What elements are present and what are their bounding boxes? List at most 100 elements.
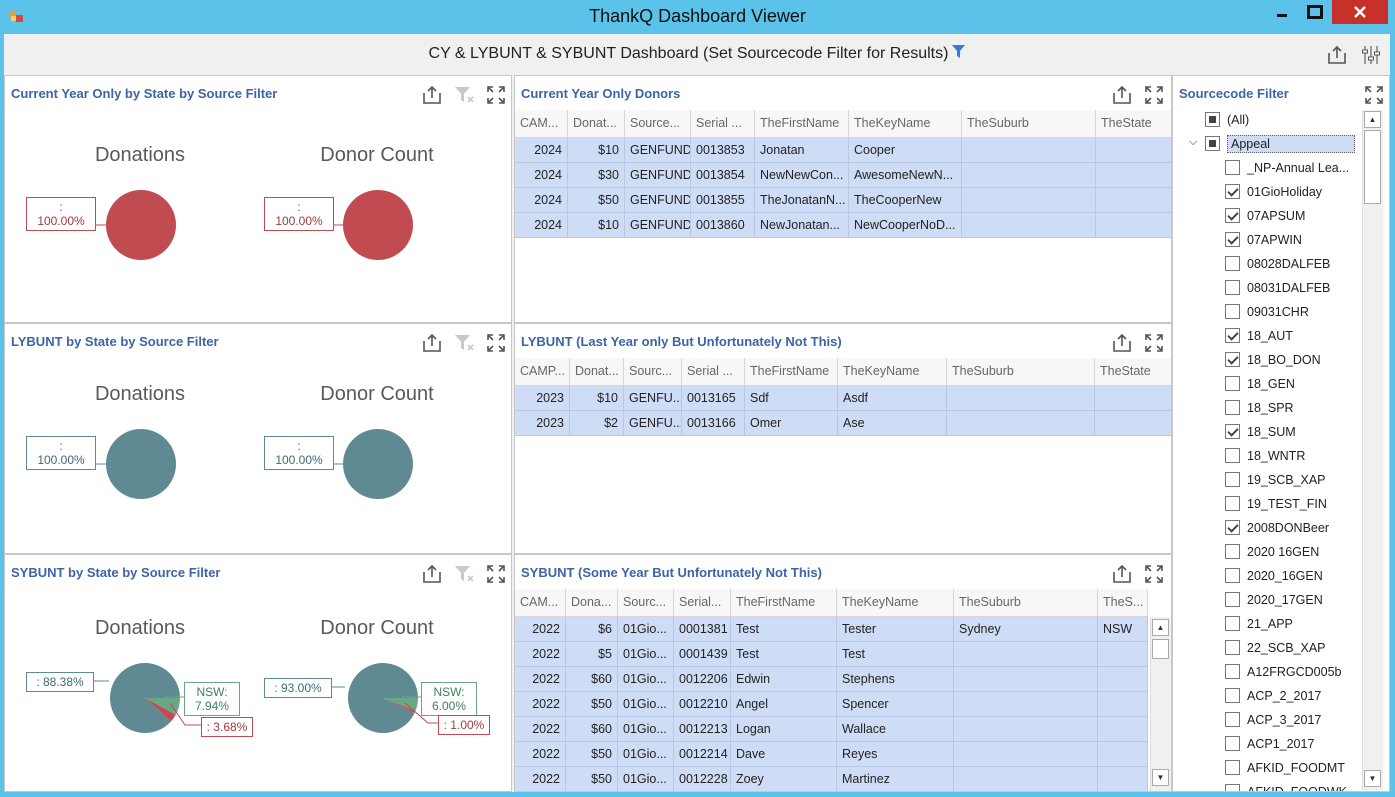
checkbox[interactable] bbox=[1225, 736, 1240, 751]
column-header[interactable]: TheFirstName bbox=[755, 110, 849, 138]
column-header[interactable]: TheState bbox=[1095, 358, 1171, 386]
filter-item[interactable]: 18_BO_DON bbox=[1179, 348, 1359, 372]
column-header[interactable]: TheState bbox=[1096, 110, 1171, 138]
column-header[interactable]: TheSuburb bbox=[962, 110, 1096, 138]
column-header[interactable]: Donat... bbox=[568, 110, 625, 138]
chevron-down-icon[interactable]: ⌵ bbox=[1189, 136, 1198, 148]
column-header[interactable]: TheFirstName bbox=[731, 589, 837, 617]
checkbox[interactable] bbox=[1225, 664, 1240, 679]
filter-item[interactable]: 08031DALFEB bbox=[1179, 276, 1359, 300]
table-row[interactable]: 2023 $2 GENFU... 0013166 Omer Ase bbox=[515, 411, 1171, 436]
checkbox[interactable] bbox=[1225, 688, 1240, 703]
column-header[interactable]: TheKeyName bbox=[849, 110, 962, 138]
filter-item[interactable]: 18_SPR bbox=[1179, 396, 1359, 420]
filter-item[interactable]: 18_GEN bbox=[1179, 372, 1359, 396]
filter-item[interactable]: 07APWIN bbox=[1179, 228, 1359, 252]
maximize-panel-icon[interactable] bbox=[1143, 563, 1165, 585]
column-header[interactable]: TheS... bbox=[1098, 589, 1148, 617]
table-row[interactable]: 2022 $50 01Gio... 0012228 Zoey Martinez bbox=[515, 767, 1148, 791]
table-row[interactable]: 2022 $6 01Gio... 0001381 Test Tester Sydney NSW bbox=[515, 617, 1148, 642]
filter-item[interactable]: 2020_16GEN bbox=[1179, 564, 1359, 588]
export-icon[interactable] bbox=[1111, 84, 1133, 106]
maximize-panel-icon[interactable] bbox=[485, 84, 507, 106]
table-row[interactable]: 2023 $10 GENFU... 0013165 Sdf Asdf bbox=[515, 386, 1171, 411]
column-header[interactable]: Sourc... bbox=[618, 589, 674, 617]
filter-item[interactable]: ACP_3_2017 bbox=[1179, 708, 1359, 732]
column-header[interactable]: Serial... bbox=[674, 589, 731, 617]
table-row[interactable]: 2024 $10 GENFUND 0013853 Jonatan Cooper bbox=[515, 138, 1171, 163]
column-header[interactable]: Serial ... bbox=[691, 110, 755, 138]
title-bar[interactable]: ThankQ Dashboard Viewer bbox=[0, 0, 1395, 34]
pie-slice[interactable] bbox=[110, 663, 180, 733]
donations-pie-slice[interactable] bbox=[106, 429, 176, 499]
checkbox[interactable] bbox=[1225, 304, 1240, 319]
filter-item[interactable]: 18_WNTR bbox=[1179, 444, 1359, 468]
checkbox[interactable] bbox=[1225, 400, 1240, 415]
column-header[interactable]: CAM... bbox=[515, 110, 568, 138]
checkbox[interactable] bbox=[1225, 448, 1240, 463]
checkbox[interactable] bbox=[1225, 568, 1240, 583]
minimize-button[interactable] bbox=[1266, 0, 1298, 24]
maximize-panel-icon[interactable] bbox=[1143, 332, 1165, 354]
filter-item[interactable]: 01GioHoliday bbox=[1179, 180, 1359, 204]
export-icon[interactable] bbox=[1111, 563, 1133, 585]
column-header[interactable]: Dona... bbox=[566, 589, 618, 617]
filter-item[interactable]: ⌵ Appeal bbox=[1179, 132, 1359, 156]
scroll-thumb[interactable] bbox=[1152, 639, 1169, 659]
scroll-up-button[interactable]: ▲ bbox=[1364, 111, 1381, 128]
table-row[interactable]: 2022 $60 01Gio... 0012206 Edwin Stephens bbox=[515, 667, 1148, 692]
column-header[interactable]: TheKeyName bbox=[837, 589, 954, 617]
checkbox[interactable] bbox=[1225, 232, 1240, 247]
column-header[interactable]: TheSuburb bbox=[954, 589, 1098, 617]
donor-count-pie[interactable] bbox=[348, 663, 418, 733]
checkbox[interactable] bbox=[1225, 328, 1240, 343]
table-row[interactable]: 2022 $60 01Gio... 0012213 Logan Wallace bbox=[515, 717, 1148, 742]
filter-item[interactable]: 08028DALFEB bbox=[1179, 252, 1359, 276]
filter-item[interactable]: AFKID_FOODWK bbox=[1179, 780, 1359, 791]
parameters-icon[interactable] bbox=[1360, 44, 1382, 66]
checkbox[interactable] bbox=[1225, 784, 1240, 791]
checkbox[interactable] bbox=[1205, 136, 1220, 151]
clear-filter-icon[interactable] bbox=[453, 563, 475, 585]
filter-item[interactable]: AFKID_FOODMT bbox=[1179, 756, 1359, 780]
checkbox[interactable] bbox=[1225, 592, 1240, 607]
maximize-panel-icon[interactable] bbox=[485, 332, 507, 354]
checkbox[interactable] bbox=[1225, 544, 1240, 559]
filter-item[interactable]: 2008DONBeer bbox=[1179, 516, 1359, 540]
checkbox[interactable] bbox=[1225, 640, 1240, 655]
filter-item[interactable]: 07APSUM bbox=[1179, 204, 1359, 228]
maximize-panel-icon[interactable] bbox=[485, 563, 507, 585]
maximize-panel-icon[interactable] bbox=[1143, 84, 1165, 106]
donor-count-pie-slice[interactable] bbox=[343, 190, 413, 260]
table-row[interactable]: 2022 $50 01Gio... 0012214 Dave Reyes bbox=[515, 742, 1148, 767]
checkbox[interactable] bbox=[1225, 616, 1240, 631]
checkbox[interactable] bbox=[1225, 208, 1240, 223]
clear-filter-icon[interactable] bbox=[453, 84, 475, 106]
sy-grid-scrollbar[interactable]: ▲ ▼ bbox=[1150, 617, 1171, 791]
filter-scrollbar[interactable]: ▲ ▼ bbox=[1362, 110, 1383, 790]
export-icon[interactable] bbox=[421, 332, 443, 354]
table-row[interactable]: 2024 $50 GENFUND 0013855 TheJonatanN... TheCo… bbox=[515, 188, 1171, 213]
pie-slice[interactable] bbox=[383, 698, 416, 713]
filter-item[interactable]: 21_APP bbox=[1179, 612, 1359, 636]
checkbox[interactable] bbox=[1225, 256, 1240, 271]
pie-slice[interactable] bbox=[383, 698, 418, 711]
filter-item[interactable]: (All) bbox=[1179, 108, 1359, 132]
scroll-down-button[interactable]: ▼ bbox=[1364, 770, 1381, 787]
scroll-down-button[interactable]: ▼ bbox=[1152, 769, 1169, 786]
column-header[interactable]: Serial ... bbox=[682, 358, 745, 386]
filter-item[interactable]: ACP_2_2017 bbox=[1179, 684, 1359, 708]
checkbox[interactable] bbox=[1225, 424, 1240, 439]
maximize-button[interactable] bbox=[1298, 0, 1332, 24]
scroll-thumb[interactable] bbox=[1364, 130, 1381, 204]
checkbox[interactable] bbox=[1225, 760, 1240, 775]
column-header[interactable]: CAM... bbox=[515, 589, 566, 617]
donations-pie[interactable] bbox=[110, 663, 180, 733]
filter-item[interactable]: 22_SCB_XAP bbox=[1179, 636, 1359, 660]
filter-item[interactable]: _NP-Annual Lea... bbox=[1179, 156, 1359, 180]
checkbox[interactable] bbox=[1225, 376, 1240, 391]
close-button[interactable] bbox=[1332, 0, 1388, 24]
filter-item[interactable]: 19_TEST_FIN bbox=[1179, 492, 1359, 516]
export-icon[interactable] bbox=[421, 84, 443, 106]
column-header[interactable]: Donat... bbox=[570, 358, 624, 386]
